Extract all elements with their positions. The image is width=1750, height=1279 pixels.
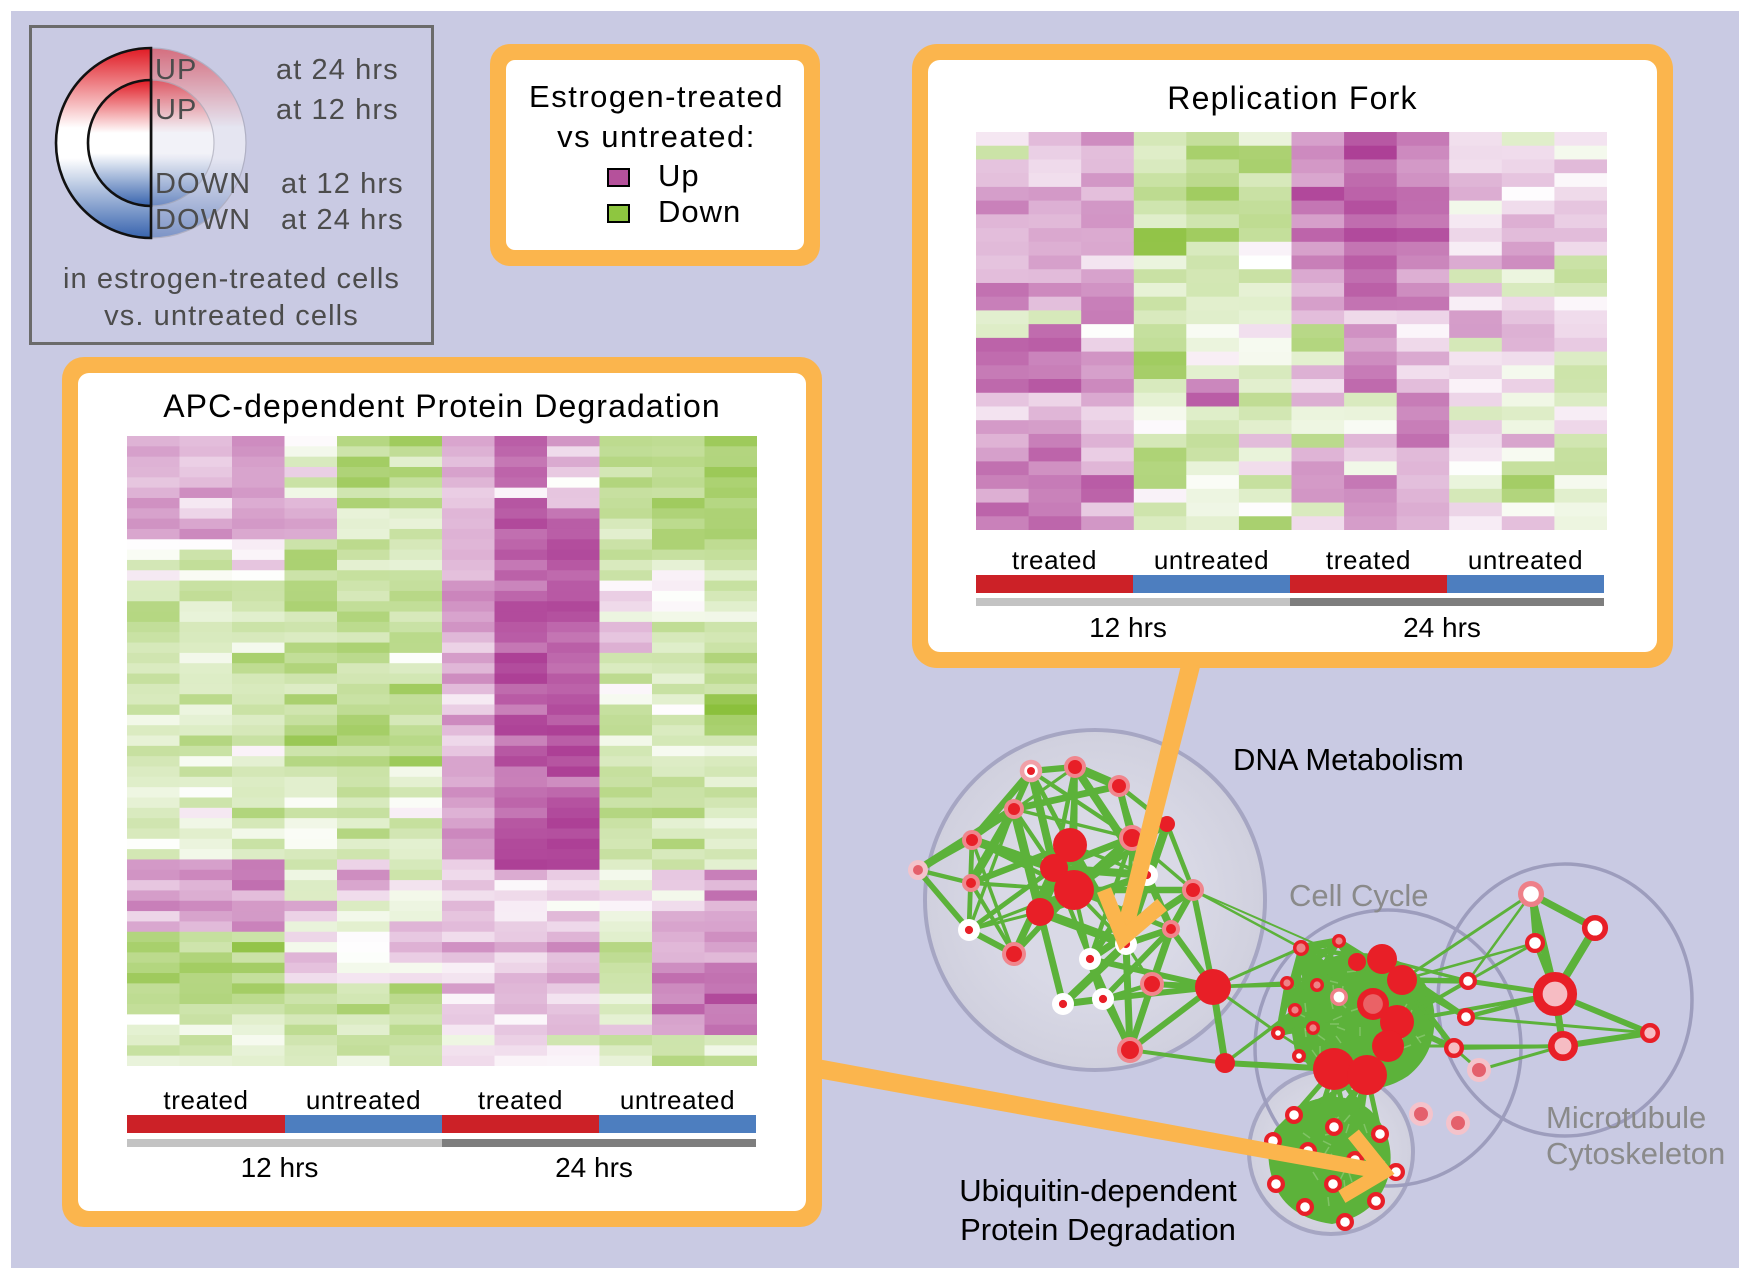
svg-text:DNA Metabolism: DNA Metabolism: [1233, 742, 1464, 777]
svg-text:Cell Cycle: Cell Cycle: [1289, 878, 1429, 913]
svg-text:Protein Degradation: Protein Degradation: [960, 1212, 1236, 1247]
svg-text:Ubiquitin-dependent: Ubiquitin-dependent: [959, 1173, 1237, 1208]
svg-text:Cytoskeleton: Cytoskeleton: [1546, 1136, 1725, 1171]
svg-text:Microtubule: Microtubule: [1546, 1100, 1706, 1135]
